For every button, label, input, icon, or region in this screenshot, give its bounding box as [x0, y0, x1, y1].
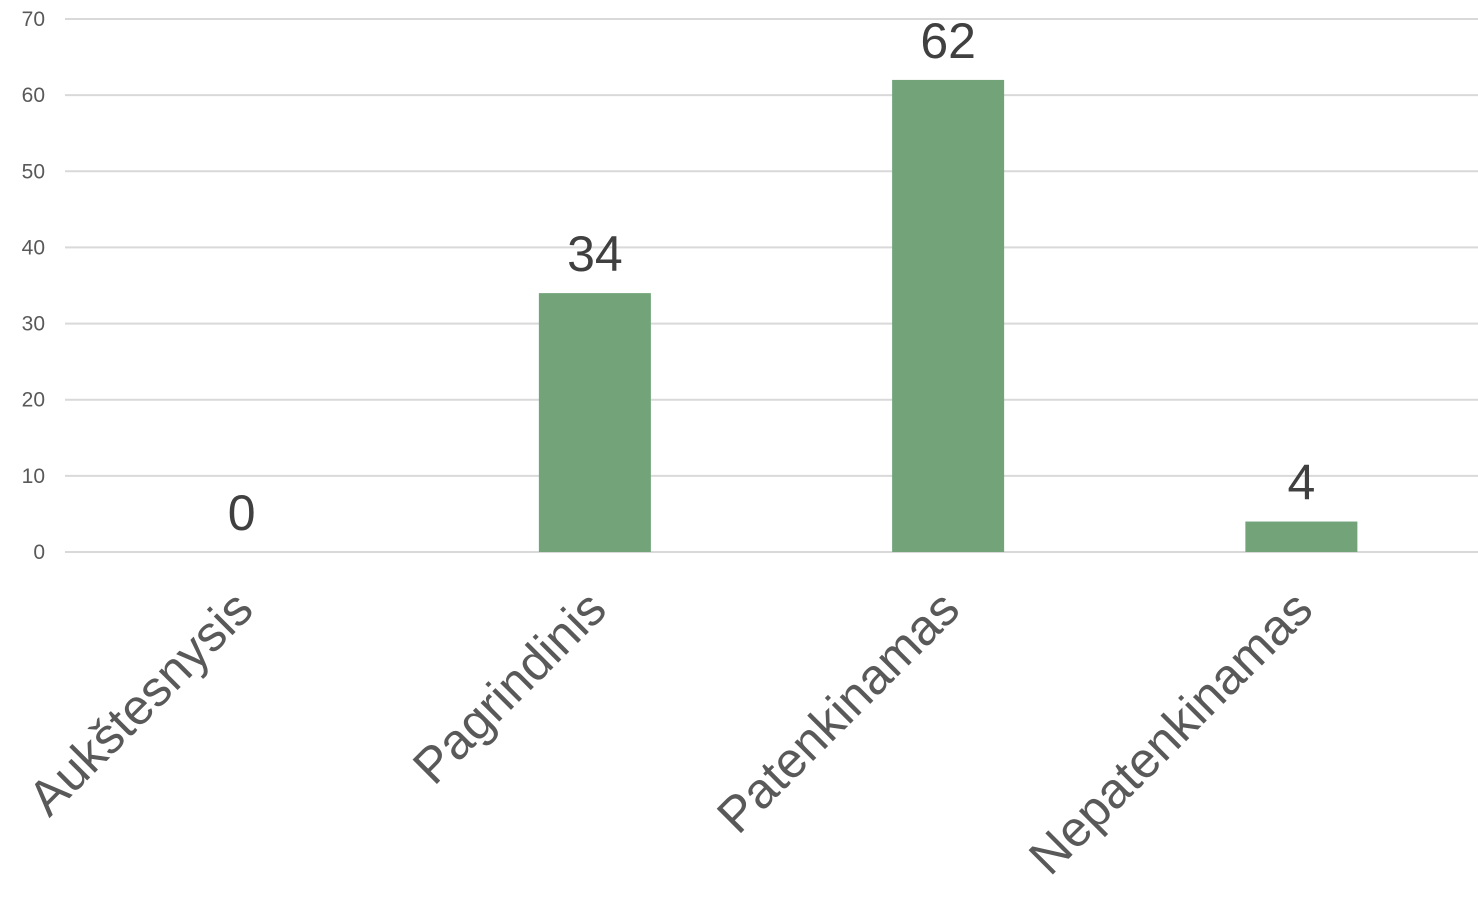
y-tick-label: 50 [22, 160, 45, 183]
bars [538, 79, 1358, 553]
y-tick-label: 0 [33, 541, 45, 564]
data-label: 34 [567, 226, 623, 282]
x-tick-label: Nepatenkinamas [1018, 580, 1323, 885]
y-tick-label: 30 [22, 313, 45, 336]
x-axis-ticks: Aukštesnysis Pagrindinis Patenkinamas Nepat… [17, 580, 1323, 885]
data-labels: 0 34 62 4 [228, 13, 1316, 541]
y-tick-label: 60 [22, 84, 45, 107]
y-tick-label: 70 [22, 8, 45, 31]
x-tick-label: Pagrindinis [402, 580, 617, 795]
bar [1245, 521, 1358, 552]
gridlines [65, 18, 1478, 553]
y-axis-ticks: 0 10 20 30 40 50 60 70 [22, 8, 45, 564]
y-tick-label: 20 [22, 389, 45, 412]
data-label: 0 [228, 485, 256, 541]
y-tick-label: 10 [22, 465, 45, 488]
data-label: 62 [920, 13, 976, 69]
x-tick-label: Aukštesnysis [17, 580, 263, 826]
x-tick-label: Patenkinamas [706, 580, 970, 844]
data-label: 4 [1287, 455, 1315, 511]
bar [538, 293, 651, 552]
y-tick-label: 40 [22, 236, 45, 259]
bar [892, 79, 1005, 553]
